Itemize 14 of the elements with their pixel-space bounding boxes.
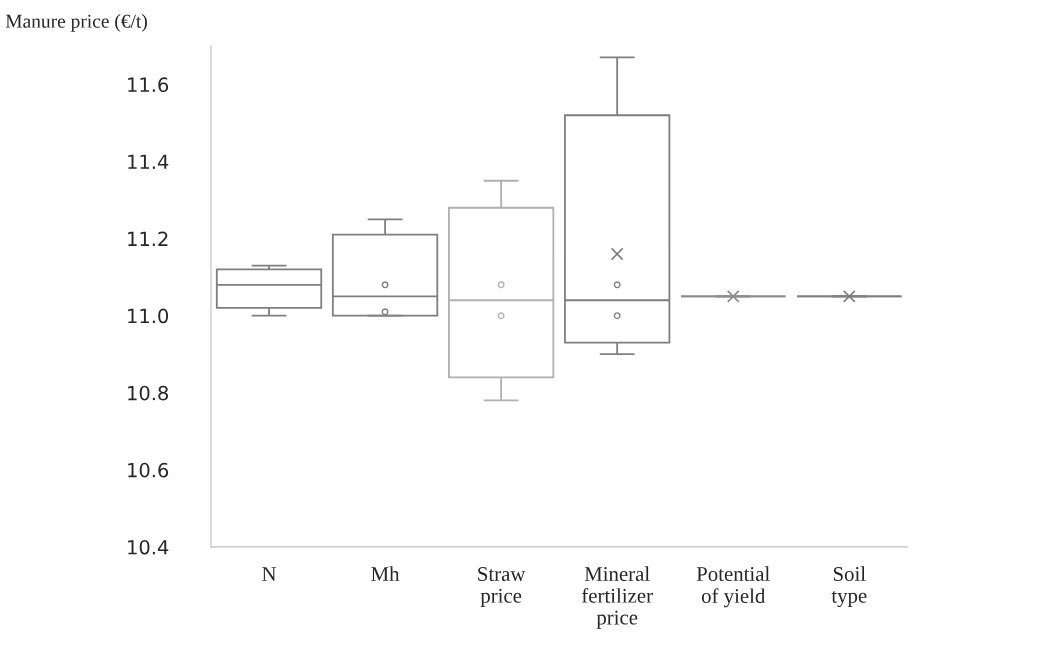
x-tick-label: Soil type (831, 566, 867, 608)
x-tick-label: Straw price (478, 567, 526, 608)
y-tick-label: 11.2 (128, 231, 168, 246)
y-tick-label: 11.4 (128, 154, 169, 169)
y-tick-label: 11.0 (128, 308, 169, 324)
x-tick-label: Mh (371, 566, 400, 581)
y-tick-label: 10.6 (128, 462, 169, 478)
y-tick-label: 11.6 (128, 77, 169, 93)
x-tick-label: Mineral fertilizer price (581, 566, 653, 629)
y-axis-title: Manure price (€/t) (5, 14, 147, 32)
y-tick-label: 10.4 (128, 539, 169, 555)
x-tick-label: Potential of yield (696, 566, 770, 608)
x-tick-label: N (262, 567, 277, 581)
y-tick-label: 10.8 (128, 385, 168, 401)
